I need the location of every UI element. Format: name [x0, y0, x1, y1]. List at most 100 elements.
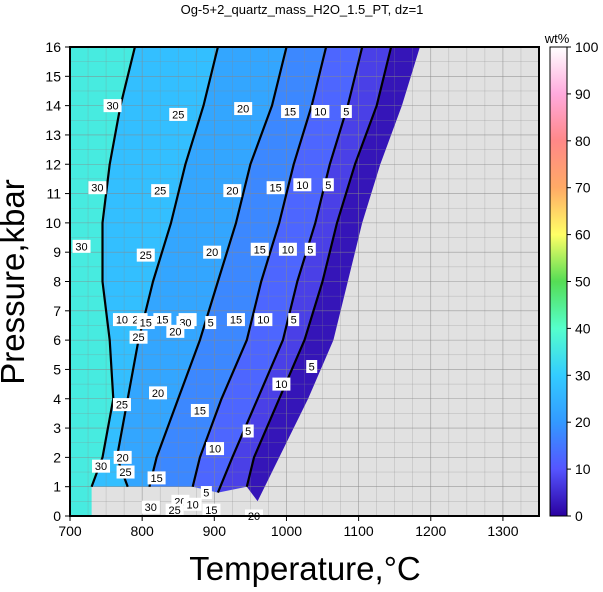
y-tick-label: 5 [53, 361, 61, 377]
contour-label-box [272, 377, 291, 391]
contour-label-box [340, 104, 352, 118]
y-tick-label: 7 [53, 303, 61, 319]
y-tick-label: 16 [45, 39, 61, 55]
contour-label-box [250, 242, 269, 256]
contour-label-box [141, 500, 160, 514]
x-tick-label: 1200 [415, 523, 446, 539]
y-tick-label: 3 [53, 420, 61, 436]
contour-label: 30 [106, 101, 118, 113]
contour-label-box [288, 313, 300, 327]
contour-label: 5 [291, 315, 297, 327]
contour-label-box [278, 242, 297, 256]
colorbar-tick-label: 20 [575, 414, 591, 430]
contour-label: 30 [91, 183, 103, 195]
axes: 700 800 900 1000 1100 1200 1300012345678910111… [45, 39, 518, 539]
contour-label: 5 [245, 426, 251, 438]
contour-label-box [200, 486, 212, 500]
contour-line-15 [191, 47, 328, 487]
contour-label-box [112, 313, 131, 327]
y-tick-label: 10 [45, 215, 61, 231]
contour-label: 15 [284, 106, 296, 118]
contour-label-box [306, 360, 318, 374]
contour-label-box [242, 424, 254, 438]
y-tick-label: 12 [45, 156, 61, 172]
contour-label-box [234, 102, 253, 116]
contour-label: 5 [203, 488, 209, 500]
colorbar-tick-label: 70 [575, 180, 591, 196]
contour-label-box [72, 239, 91, 253]
contour-label: 30 [95, 461, 107, 473]
y-axis-label: Pressure,kbar [0, 179, 31, 384]
plot-area: 3025201510530252015105302520151051025151… [45, 39, 540, 539]
contour-label: 15 [205, 505, 217, 517]
colorbar-label: wt% [544, 31, 570, 46]
contour-label: 15 [194, 405, 206, 417]
contour-labels: 3025201510530252015105302520151051025151… [72, 99, 352, 523]
contour-label-box [183, 497, 202, 511]
contour-label-box [223, 184, 242, 198]
contour-label: 20 [237, 104, 249, 116]
contour-label: 25 [119, 467, 131, 479]
contour-label: 25 [154, 186, 166, 198]
colorbar-tick-label: 30 [575, 367, 591, 383]
colorbar-tick-label: 90 [575, 86, 591, 102]
contour-label-box [304, 242, 316, 256]
band-10-15 [192, 47, 363, 493]
colorbar-tick-label: 100 [575, 39, 599, 55]
contour-label: 15 [254, 244, 266, 256]
colorbar-tick-label: 40 [575, 320, 591, 336]
colorbar-gradient [549, 46, 568, 517]
contour-label-box [92, 459, 111, 473]
contour-label: 25 [168, 505, 180, 517]
contour-line-20 [148, 47, 288, 487]
y-tick-label: 11 [46, 186, 61, 202]
contour-label: 25 [172, 109, 184, 121]
contour-label-box [116, 465, 135, 479]
y-tick-label: 6 [53, 332, 61, 348]
y-tick-label: 1 [53, 479, 61, 495]
contour-label: 25 [116, 400, 128, 412]
contour-label-box [151, 184, 170, 198]
x-axis-label: Temperature,°C [189, 550, 420, 587]
contour-label: 15 [156, 315, 168, 327]
contour-label-box [113, 450, 132, 464]
contour-label: 10 [187, 499, 199, 511]
contour-label-box [165, 503, 184, 517]
x-tick-label: 700 [58, 523, 82, 539]
contour-label-box [103, 99, 122, 113]
colorbar-tick-label: 60 [575, 227, 591, 243]
x-tick-label: 1100 [344, 523, 374, 539]
y-tick-label: 9 [53, 244, 61, 260]
contour-label-box [190, 403, 209, 417]
contour-label-box [149, 386, 168, 400]
contour-label-box [206, 442, 225, 456]
contour-label: 5 [208, 318, 214, 330]
contour-line-30 [90, 47, 136, 488]
contour-label: 10 [275, 379, 287, 391]
colorbar-tick-label: 80 [575, 133, 591, 149]
contour-label: 10 [282, 244, 294, 256]
contour-label: 10 [116, 315, 128, 327]
contour-label-box [322, 178, 334, 192]
contour-label-box [88, 181, 107, 195]
contour-label: 20 [206, 247, 218, 259]
y-tick-label: 4 [53, 391, 61, 407]
contour-label-box [129, 330, 148, 344]
contour-label: 5 [307, 244, 313, 256]
contour-lines [90, 47, 393, 494]
contour-line-10 [216, 47, 364, 494]
contour-label: 10 [296, 180, 308, 192]
contour-label-box [169, 107, 188, 121]
contour-label: 5 [309, 362, 315, 374]
contour-label-box [281, 104, 300, 118]
contour-label: 10 [314, 106, 326, 118]
contour-label: 5 [325, 180, 331, 192]
contour-label: 25 [140, 250, 152, 262]
contour-label-box [226, 313, 245, 327]
contour-label-box [293, 178, 312, 192]
contour-label: 30 [75, 241, 87, 253]
colorbar-tick-label: 0 [575, 508, 583, 524]
colorbar-tick-label: 10 [575, 461, 591, 477]
contour-label-box [266, 181, 285, 195]
